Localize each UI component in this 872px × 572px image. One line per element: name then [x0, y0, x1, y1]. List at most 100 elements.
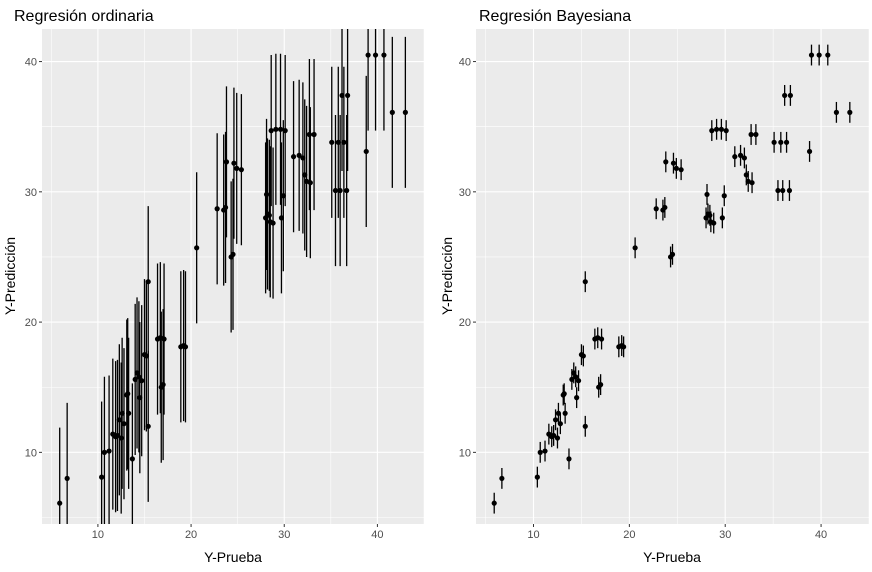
point-marker — [566, 456, 571, 461]
point-marker — [126, 411, 131, 416]
point-marker — [183, 344, 188, 349]
point-marker — [338, 188, 343, 193]
y-axis-label: Y-Predicción — [439, 237, 455, 315]
point-marker — [671, 161, 676, 166]
point-marker — [732, 154, 737, 159]
panel-title: Regresión ordinaria — [14, 8, 154, 25]
y-tick-label: 30 — [25, 187, 37, 199]
y-tick-label: 20 — [25, 317, 37, 329]
point-marker — [679, 167, 684, 172]
panel-title: Regresión Bayesiana — [479, 8, 631, 25]
point-marker — [711, 220, 716, 225]
x-tick-label: 30 — [278, 529, 290, 541]
point-marker — [709, 128, 714, 133]
y-tick-label: 30 — [459, 187, 471, 199]
point-marker — [311, 132, 316, 137]
point-marker — [720, 215, 725, 220]
point-marker — [121, 421, 126, 426]
point-marker — [553, 417, 558, 422]
panel-ordinary-regression: Regresión ordinaria 10 20 30 40 10 20 30 40 Y-P… — [2, 8, 424, 565]
point-marker — [704, 192, 709, 197]
point-marker — [581, 353, 586, 358]
point-marker — [817, 52, 822, 57]
y-tick-label: 20 — [459, 317, 471, 329]
point-marker — [231, 161, 236, 166]
point-marker — [722, 193, 727, 198]
point-marker — [583, 279, 588, 284]
point-marker — [772, 140, 777, 145]
point-marker — [563, 411, 568, 416]
point-marker — [333, 188, 338, 193]
x-axis-label: Y-Prueba — [204, 549, 262, 565]
point-marker — [344, 188, 349, 193]
point-marker — [535, 475, 540, 480]
point-marker — [707, 213, 712, 218]
point-marker — [264, 192, 269, 197]
point-marker — [555, 435, 560, 440]
point-marker — [825, 52, 830, 57]
x-tick-label: 30 — [719, 529, 731, 541]
point-marker — [278, 127, 283, 132]
point-marker — [788, 93, 793, 98]
point-marker — [390, 110, 395, 115]
point-marker — [654, 206, 659, 211]
point-marker — [99, 475, 104, 480]
point-marker — [139, 378, 144, 383]
point-marker — [146, 279, 151, 284]
x-tick-label: 40 — [371, 529, 383, 541]
x-tick-label: 40 — [815, 529, 827, 541]
point-marker — [119, 435, 124, 440]
point-marker — [57, 501, 62, 506]
point-marker — [267, 213, 272, 218]
point-marker — [633, 245, 638, 250]
y-axis-label: Y-Predicción — [2, 237, 18, 315]
point-marker — [714, 127, 719, 132]
point-marker — [574, 395, 579, 400]
y-tick-label: 40 — [25, 57, 37, 69]
point-marker — [599, 336, 604, 341]
point-marker — [270, 220, 275, 225]
point-marker — [283, 128, 288, 133]
point-marker — [65, 476, 70, 481]
point-marker — [194, 245, 199, 250]
point-marker — [161, 336, 166, 341]
plot-background — [476, 29, 869, 524]
y-tick-label: 10 — [25, 447, 37, 459]
point-marker — [753, 132, 758, 137]
point-marker — [273, 127, 278, 132]
point-marker — [499, 476, 504, 481]
point-marker — [161, 382, 166, 387]
x-tick-label: 10 — [527, 529, 539, 541]
point-marker — [307, 132, 312, 137]
point-marker — [365, 52, 370, 57]
point-marker — [364, 149, 369, 154]
point-marker — [780, 188, 785, 193]
point-marker — [809, 52, 814, 57]
point-marker — [215, 206, 220, 211]
x-axis-label: Y-Prueba — [643, 549, 701, 565]
y-tick-label: 10 — [459, 447, 471, 459]
point-marker — [787, 188, 792, 193]
point-marker — [558, 421, 563, 426]
point-marker — [106, 448, 111, 453]
x-tick-label: 10 — [92, 529, 104, 541]
point-marker — [674, 166, 679, 171]
point-marker — [125, 391, 130, 396]
point-marker — [130, 456, 135, 461]
point-marker — [308, 180, 313, 185]
point-marker — [329, 140, 334, 145]
point-marker — [847, 110, 852, 115]
point-marker — [663, 159, 668, 164]
x-tick-label: 20 — [185, 529, 197, 541]
point-marker — [621, 344, 626, 349]
point-marker — [775, 188, 780, 193]
point-marker — [146, 424, 151, 429]
point-marker — [719, 127, 724, 132]
point-marker — [269, 128, 274, 133]
point-marker — [341, 140, 346, 145]
point-marker — [784, 140, 789, 145]
point-marker — [538, 450, 543, 455]
point-marker — [670, 252, 675, 257]
point-marker — [239, 167, 244, 172]
